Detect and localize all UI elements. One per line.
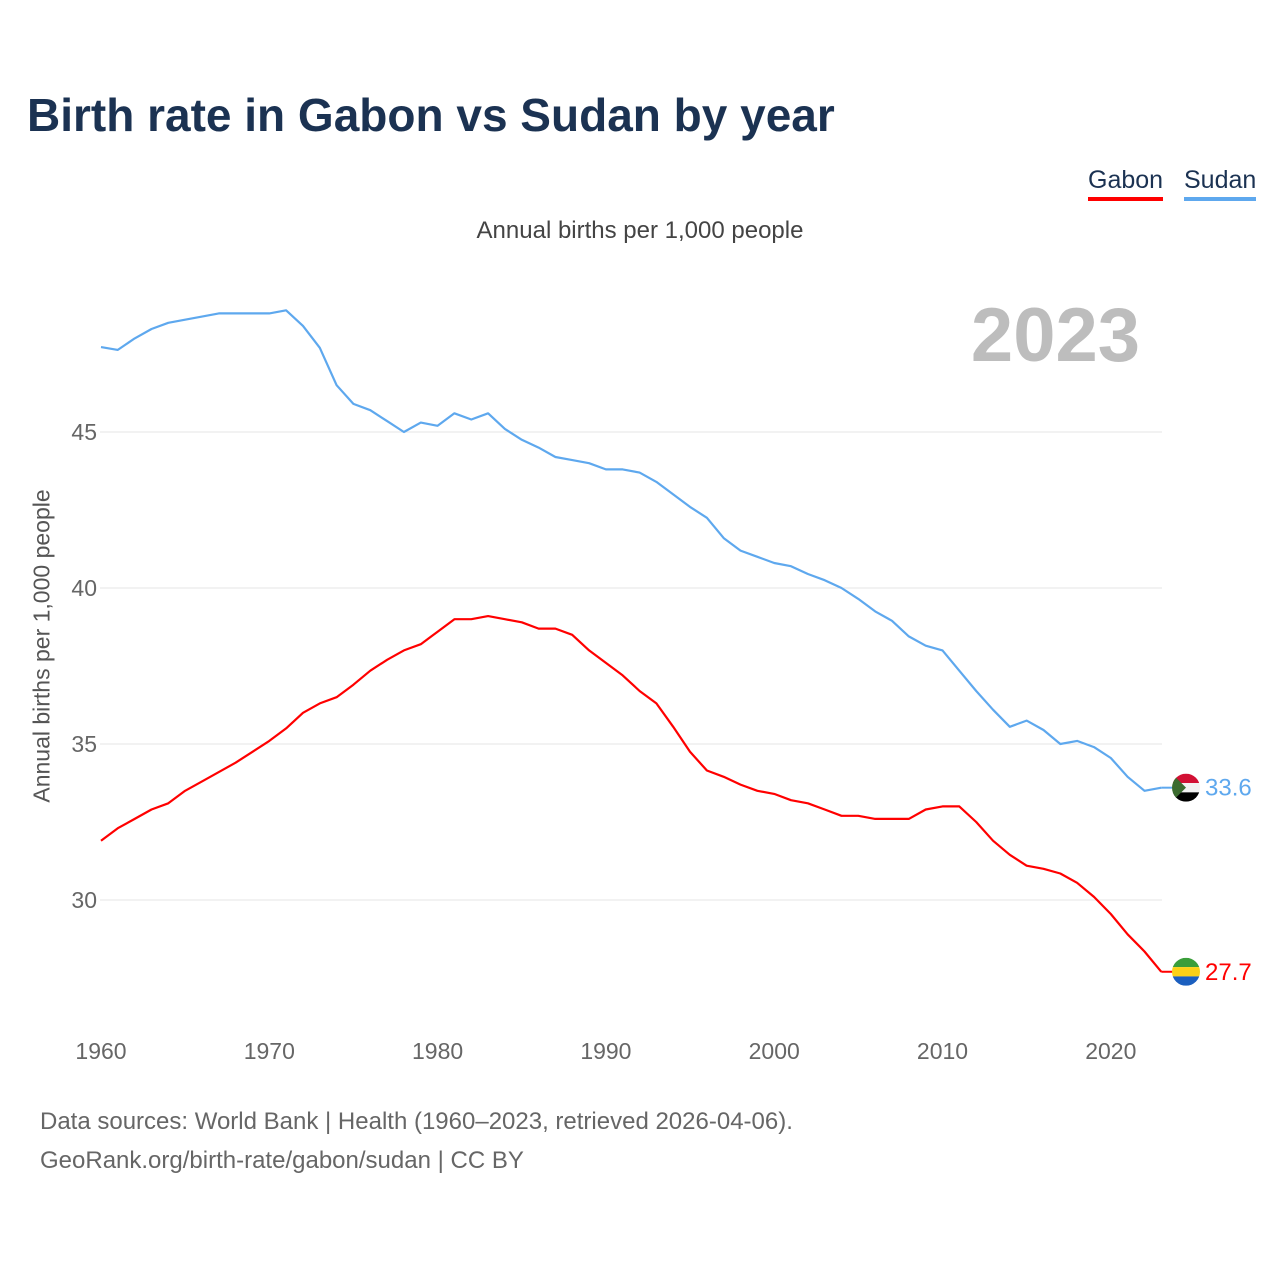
source-line-2[interactable]: GeoRank.org/birth-rate/gabon/sudan | CC … [40, 1147, 524, 1174]
series-line-gabon [100, 614, 1163, 973]
flag-body [1172, 957, 1200, 986]
gabon-flag-icon [1172, 957, 1200, 986]
y-tick-label: 40 [71, 575, 97, 601]
flag-stripe [1172, 792, 1200, 802]
x-tick-label: 2020 [1085, 1038, 1136, 1064]
sudan-flag-icon [1172, 773, 1200, 802]
end-value-label-sudan: 33.6 [1205, 775, 1252, 802]
flag-stripe [1172, 773, 1200, 784]
x-tick-label: 2000 [749, 1038, 800, 1064]
flag-body [1172, 773, 1200, 802]
flag-stripe [1172, 783, 1200, 793]
source-line-1: Data sources: World Bank | Health (1960–… [40, 1108, 793, 1135]
chart-subtitle: Annual births per 1,000 people [476, 217, 804, 244]
legend-gabon[interactable]: Gabon [1088, 166, 1164, 201]
flag-triangle [1172, 773, 1186, 802]
x-tick-label: 1990 [580, 1038, 631, 1064]
year-display: 2023 [970, 293, 1140, 378]
x-tick-label: 1970 [244, 1038, 295, 1064]
chart-title: Birth rate in Gabon vs Sudan by year [27, 89, 835, 141]
flag-stripe [1172, 957, 1200, 968]
series-line-sudan [100, 309, 1162, 792]
end-value-label-gabon: 27.7 [1205, 959, 1252, 986]
y-tick-label: 35 [71, 731, 97, 757]
y-tick-label: 45 [71, 419, 97, 445]
flag-stripe [1172, 976, 1200, 986]
x-tick-label: 1960 [75, 1038, 126, 1064]
y-tick-label: 30 [71, 887, 97, 913]
flag-stripe [1172, 967, 1200, 977]
legend-sudan[interactable]: Sudan [1184, 166, 1257, 201]
x-tick-label: 1980 [412, 1038, 463, 1064]
x-tick-label: 2010 [917, 1038, 968, 1064]
